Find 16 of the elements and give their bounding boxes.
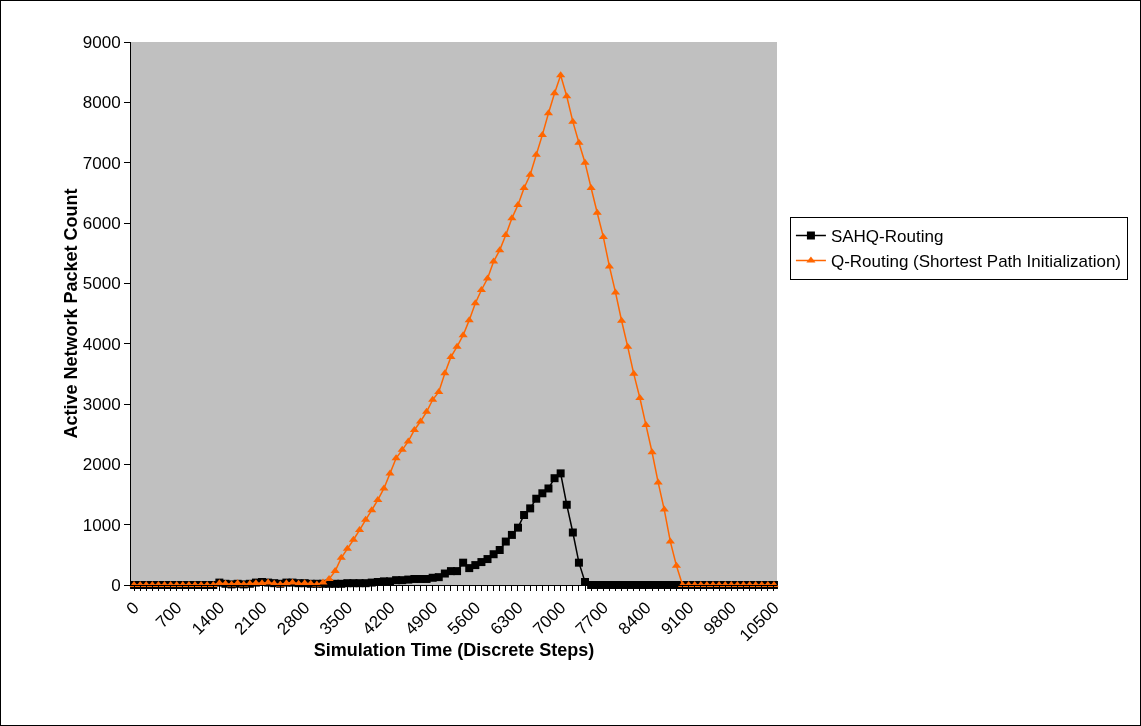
y-tick-label: 2000 [82, 455, 121, 475]
y-tick-label: 0 [111, 575, 121, 595]
y-axis-title: Active Network Packet Count [60, 188, 81, 439]
y-tick-label: 5000 [82, 274, 121, 294]
x-axis-title: Simulation Time (Discrete Steps) [313, 640, 595, 661]
x-tick-label: 0 [122, 598, 143, 619]
legend-label: SAHQ-Routing [830, 227, 944, 247]
legend-label: Q-Routing (Shortest Path Initialization) [830, 252, 1122, 272]
y-tick-label: 9000 [82, 32, 121, 52]
y-tick-label: 8000 [82, 93, 121, 113]
y-tick-label: 6000 [82, 213, 121, 233]
y-tick-label: 1000 [82, 515, 121, 535]
x-tick-label: 700 [152, 598, 186, 632]
y-tick-label: 4000 [82, 334, 121, 354]
y-tick-label: 7000 [82, 153, 121, 173]
y-tick-label: 3000 [82, 394, 121, 414]
